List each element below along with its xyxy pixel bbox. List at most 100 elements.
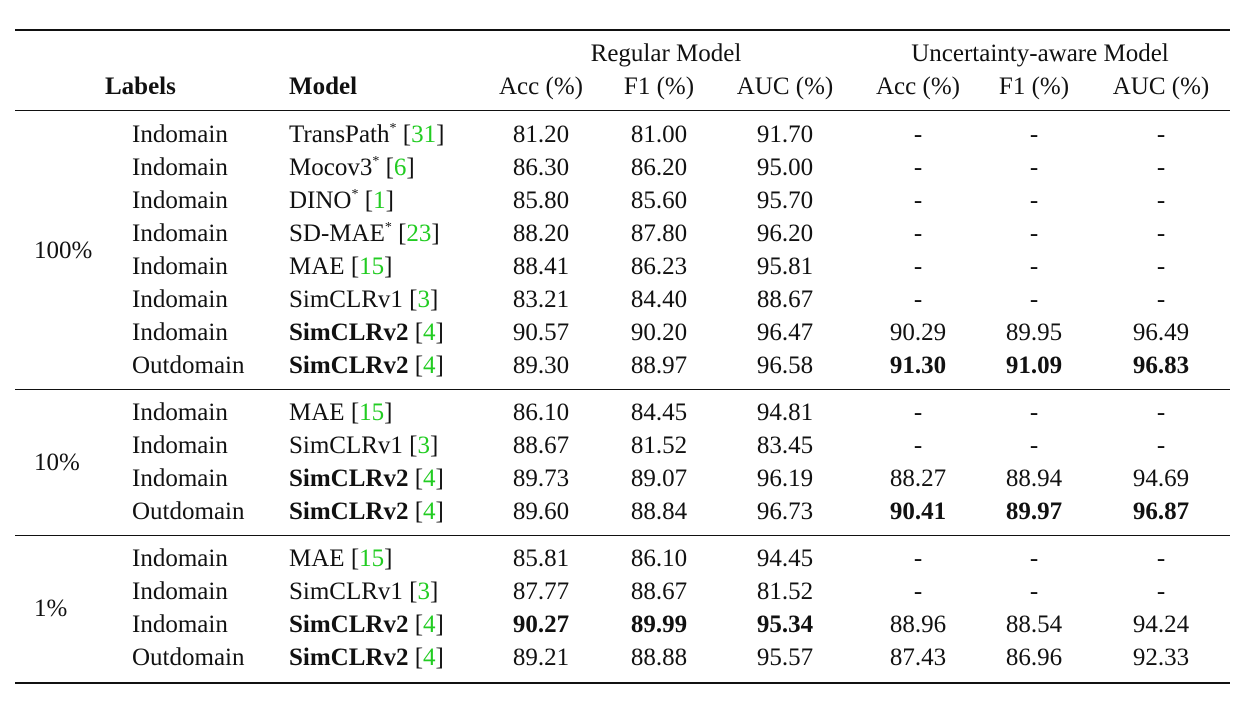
- metric-auc1-cell: 95.81: [756, 253, 814, 280]
- metric-auc1-cell: 96.58: [756, 352, 814, 379]
- citation-link[interactable]: 4: [423, 611, 436, 638]
- domain-cell: Outdomain: [132, 498, 245, 525]
- metric-auc1-cell: 91.70: [756, 121, 814, 148]
- header-rule: [15, 110, 1230, 111]
- metric-auc1-cell: 81.52: [756, 578, 814, 605]
- metric-acc2-cell: -: [913, 253, 923, 280]
- label-fraction: 10%: [34, 448, 80, 476]
- model-name: SimCLRv1: [289, 578, 403, 605]
- citation-link[interactable]: 4: [423, 644, 436, 671]
- metric-auc2-cell: -: [1156, 578, 1166, 605]
- metric-acc1-cell: 87.77: [512, 578, 570, 605]
- citation-link[interactable]: 3: [417, 286, 431, 313]
- metric-acc1-cell: 90.57: [512, 319, 570, 346]
- acc-header-uncertainty: Acc (%): [876, 73, 960, 100]
- domain-cell: Indomain: [132, 465, 228, 492]
- metric-acc2-cell: 90.29: [889, 319, 947, 346]
- metric-f11-cell: 88.84: [630, 498, 688, 525]
- metric-f12-cell: 88.54: [1005, 611, 1063, 638]
- metric-f12-cell: -: [1029, 432, 1039, 459]
- f1-header-uncertainty: F1 (%): [998, 73, 1070, 100]
- metric-f11-cell: 86.23: [630, 253, 688, 280]
- model-name: SimCLRv1: [289, 432, 403, 459]
- metric-auc2-cell: -: [1156, 187, 1166, 214]
- citation-link[interactable]: 31: [411, 121, 437, 148]
- domain-cell: Indomain: [132, 220, 228, 247]
- metric-acc1-cell: 85.81: [512, 545, 570, 572]
- citation-link[interactable]: 6: [393, 154, 407, 181]
- metric-acc2-cell: -: [913, 220, 923, 247]
- metric-auc1-cell: 96.20: [756, 220, 814, 247]
- domain-cell: Indomain: [132, 286, 228, 313]
- metric-acc2-cell: 88.27: [889, 465, 947, 492]
- metric-f11-cell: 84.40: [630, 286, 688, 313]
- metric-auc2-cell: 94.69: [1132, 465, 1190, 492]
- metric-auc1-cell: 96.19: [756, 465, 814, 492]
- metric-acc2-cell: 91.30: [889, 352, 947, 379]
- metric-f11-cell: 84.45: [630, 399, 688, 426]
- asterisk-mark: *: [351, 187, 359, 202]
- citation-link[interactable]: 15: [359, 253, 385, 280]
- domain-cell: Indomain: [132, 253, 228, 280]
- metric-acc1-cell: 89.30: [512, 352, 570, 379]
- section-rule: [15, 535, 1230, 536]
- model-cell: SimCLRv2 [4]: [289, 498, 444, 525]
- model-name: DINO: [289, 187, 352, 214]
- domain-cell: Indomain: [132, 121, 228, 148]
- metric-auc2-cell: -: [1156, 121, 1166, 148]
- model-cell: SimCLRv1 [3]: [289, 432, 439, 459]
- asterisk-mark: *: [384, 220, 392, 235]
- metric-auc1-cell: 95.34: [756, 611, 814, 638]
- citation-link[interactable]: 1: [373, 187, 386, 214]
- domain-cell: Outdomain: [132, 352, 245, 379]
- labels-header: Labels: [105, 73, 176, 100]
- citation-link[interactable]: 3: [417, 432, 431, 459]
- citation-link[interactable]: 4: [423, 319, 436, 346]
- model-name: SimCLRv2: [289, 498, 409, 525]
- metric-acc1-cell: 89.73: [512, 465, 570, 492]
- citation-link[interactable]: 15: [359, 545, 385, 572]
- model-cell: MAE [15]: [289, 399, 393, 426]
- metric-acc2-cell: 87.43: [889, 644, 947, 671]
- citation-link[interactable]: 4: [423, 352, 436, 379]
- metric-f12-cell: -: [1029, 578, 1039, 605]
- citation-link[interactable]: 4: [423, 465, 436, 492]
- bottom-rule: [15, 682, 1230, 684]
- model-header: Model: [289, 73, 358, 100]
- metric-auc2-cell: 96.83: [1132, 352, 1190, 379]
- metric-acc2-cell: -: [913, 286, 923, 313]
- domain-cell: Indomain: [132, 545, 228, 572]
- domain-cell: Outdomain: [132, 644, 245, 671]
- metric-acc2-cell: -: [913, 399, 923, 426]
- metric-auc1-cell: 96.47: [756, 319, 814, 346]
- metric-f12-cell: 91.09: [1005, 352, 1063, 379]
- metric-auc2-cell: 96.49: [1132, 319, 1190, 346]
- model-cell: SimCLRv2 [4]: [289, 644, 444, 671]
- metric-auc1-cell: 95.57: [756, 644, 814, 671]
- citation-link[interactable]: 23: [406, 220, 432, 247]
- model-cell: Mocov3* [6]: [289, 154, 415, 181]
- citation-link[interactable]: 3: [417, 578, 431, 605]
- metric-acc1-cell: 89.60: [512, 498, 570, 525]
- model-name: SimCLRv2: [289, 352, 409, 379]
- citation-link[interactable]: 4: [423, 498, 436, 525]
- section-rule: [15, 389, 1230, 390]
- metric-acc2-cell: -: [913, 578, 923, 605]
- model-name: MAE: [289, 545, 345, 572]
- metric-f11-cell: 87.80: [630, 220, 688, 247]
- metric-f12-cell: -: [1029, 286, 1039, 313]
- domain-cell: Indomain: [132, 187, 228, 214]
- metric-f11-cell: 88.97: [630, 352, 688, 379]
- auc-header-uncertainty: AUC (%): [1112, 73, 1210, 100]
- domain-cell: Indomain: [132, 611, 228, 638]
- metric-f11-cell: 88.88: [630, 644, 688, 671]
- metric-auc2-cell: 94.24: [1132, 611, 1190, 638]
- model-name: SimCLRv2: [289, 319, 409, 346]
- model-cell: TransPath* [31]: [289, 121, 445, 148]
- metric-f11-cell: 81.00: [630, 121, 688, 148]
- metric-f12-cell: 88.94: [1005, 465, 1063, 492]
- citation-link[interactable]: 15: [359, 399, 385, 426]
- metric-auc2-cell: -: [1156, 399, 1166, 426]
- metric-f11-cell: 85.60: [630, 187, 688, 214]
- metric-f11-cell: 88.67: [630, 578, 688, 605]
